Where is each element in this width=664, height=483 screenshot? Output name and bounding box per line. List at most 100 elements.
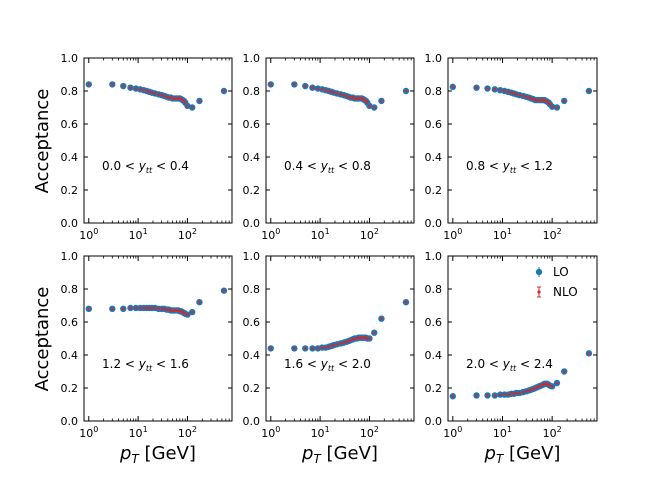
nlo-point <box>327 89 331 93</box>
nlo-point <box>380 99 383 103</box>
nlo-point <box>527 96 531 99</box>
nlo-point <box>493 87 497 91</box>
y-tick-label: 0.2 <box>425 184 443 197</box>
x-tick-label: 100 <box>79 425 98 440</box>
nlo-point <box>87 307 91 311</box>
nlo-point <box>562 370 566 373</box>
nlo-point <box>548 102 552 106</box>
nlo-point <box>521 390 525 394</box>
nlo-point <box>493 394 497 397</box>
panel-5: 0.0 0.2 0.4 0.6 0.8 1.0 100 101 102 1.6 < ytt < 2… <box>243 250 415 440</box>
panel-6: 0.0 0.2 0.4 0.6 0.8 1.0 100 101 102 2.0 < ytt < 2… <box>425 250 598 440</box>
y-tick-label: 0.0 <box>243 217 261 230</box>
nlo-point <box>269 347 273 350</box>
nlo-point <box>404 89 408 93</box>
nlo-point <box>349 96 353 99</box>
nlo-point <box>518 93 521 97</box>
y-tick-label: 0.0 <box>61 217 79 230</box>
nlo-point <box>342 341 346 345</box>
plot-frame <box>265 255 415 422</box>
y-tick-label: 0.6 <box>425 118 443 131</box>
y-tick-label: 1.0 <box>243 52 261 65</box>
nlo-point <box>451 394 455 398</box>
y-tick-label: 0.2 <box>425 382 443 395</box>
x-tick-label: 101 <box>129 227 148 242</box>
x-tick-label: 101 <box>311 425 330 440</box>
plot-frame <box>447 57 598 224</box>
nlo-point <box>145 89 149 93</box>
y-tick-label: 0.8 <box>243 283 261 296</box>
nlo-point <box>186 313 189 316</box>
x-tick-label: 102 <box>360 227 379 242</box>
nlo-point <box>550 384 554 388</box>
y-tick-label: 0.8 <box>61 283 79 296</box>
nlo-point <box>512 92 516 95</box>
y-tick-label: 1.0 <box>61 52 79 65</box>
nlo-point <box>353 337 356 340</box>
nlo-point <box>198 300 201 304</box>
nlo-point <box>162 307 166 311</box>
legend-lo-marker <box>535 268 543 276</box>
nlo-point <box>303 84 307 88</box>
y-tick-label: 0.2 <box>243 184 261 197</box>
x-tick-label: 100 <box>79 227 98 242</box>
nlo-point <box>353 97 356 100</box>
y-tick-label: 0.2 <box>243 382 261 395</box>
nlo-point <box>509 91 513 95</box>
y-tick-label: 1.0 <box>61 250 79 263</box>
nlo-point <box>344 94 348 98</box>
nlo-point <box>498 88 502 92</box>
nlo-point <box>503 393 506 396</box>
x-tick-label: 102 <box>543 227 562 242</box>
nlo-point <box>303 347 307 350</box>
nlo-point <box>142 88 146 92</box>
panel-3: 0.0 0.2 0.4 0.6 0.8 1.0 100 101 102 0.8 < ytt < 1… <box>425 52 598 242</box>
nlo-point <box>562 99 566 103</box>
nlo-point <box>150 306 154 310</box>
nlo-point <box>339 92 342 96</box>
nlo-point <box>527 389 531 392</box>
nlo-point <box>529 97 533 100</box>
y-tick-label: 0.8 <box>243 85 261 98</box>
nlo-point <box>157 92 160 96</box>
nlo-point <box>518 391 521 395</box>
nlo-point <box>327 345 331 349</box>
nlo-point <box>335 92 339 95</box>
nlo-point <box>372 331 376 335</box>
nlo-point <box>320 87 324 91</box>
nlo-point <box>160 93 164 97</box>
nlo-point <box>486 394 489 397</box>
panel-2: 0.0 0.2 0.4 0.6 0.8 1.0 100 101 102 0.4 < ytt < 0… <box>243 52 415 242</box>
nlo-point <box>548 384 552 387</box>
nlo-point <box>171 309 174 312</box>
nlo-point <box>292 347 296 350</box>
nlo-point <box>121 84 125 88</box>
nlo-point <box>365 101 369 104</box>
nlo-point <box>521 94 525 98</box>
y-tick-label: 0.0 <box>61 415 79 428</box>
nlo-point <box>555 106 559 109</box>
x-tick-label: 102 <box>543 425 562 440</box>
plot-frame <box>83 57 233 224</box>
nlo-point <box>344 340 348 344</box>
y-tick-label: 0.2 <box>61 184 79 197</box>
xlabel: pT [GeV] <box>301 443 378 466</box>
y-tick-label: 1.0 <box>425 250 443 263</box>
nlo-point <box>311 86 314 90</box>
legend-lo-label: LO <box>553 265 569 279</box>
y-tick-label: 0.4 <box>243 151 261 164</box>
nlo-point <box>292 83 296 86</box>
nlo-point <box>183 312 187 316</box>
y-tick-label: 0.4 <box>425 349 443 362</box>
nlo-point <box>486 87 489 90</box>
y-tick-label: 0.6 <box>243 118 261 131</box>
nlo-point <box>330 90 333 94</box>
nlo-point <box>332 343 336 347</box>
nlo-point <box>372 106 376 109</box>
x-tick-label: 102 <box>360 425 379 440</box>
nlo-point <box>190 106 194 109</box>
panel-1: 0.0 0.2 0.4 0.6 0.8 1.0 100 101 102 0.0 < ytt < 0… <box>61 52 233 242</box>
nlo-point <box>110 83 114 86</box>
plot-frame <box>265 57 415 224</box>
